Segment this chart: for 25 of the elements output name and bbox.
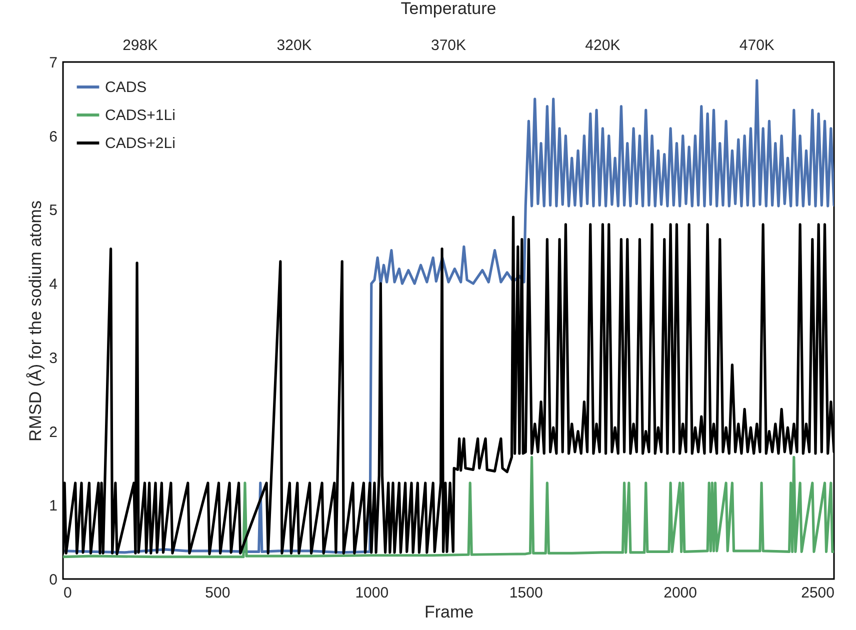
text: 298K [122, 37, 158, 54]
y-tick-label: 7 [49, 54, 58, 72]
x-tick-label: 2000 [664, 584, 697, 602]
x-tick-label: 1000 [355, 584, 389, 602]
y-tick-label: 4 [49, 276, 58, 294]
text: 470K [739, 37, 774, 54]
y-tick-label: 6 [49, 128, 58, 146]
legend-label: CADS+2Li [105, 135, 176, 152]
text: 420K [585, 37, 620, 54]
legend-label: CADS+1Li [105, 107, 176, 124]
legend-label: CADS [105, 79, 147, 96]
x-tick-label: 2500 [801, 584, 834, 602]
x-tick-label: 500 [205, 584, 230, 602]
text: 320K [276, 37, 312, 54]
x-tick-label: 0 [64, 584, 72, 602]
y-tick-label: 3 [49, 350, 58, 367]
x-tick-label: 1500 [509, 584, 543, 602]
y-tick-label: 0 [49, 572, 58, 588]
y-tick-label: 5 [49, 202, 58, 220]
y-tick-label: 1 [49, 498, 58, 515]
text: 370K [430, 37, 466, 54]
x2-axis-title: Temperature [400, 0, 496, 18]
y-axis-title: RMSD (Å) for the sodium atoms [26, 200, 46, 442]
x-axis-title: Frame [424, 602, 474, 622]
y-tick-label: 2 [49, 424, 58, 441]
